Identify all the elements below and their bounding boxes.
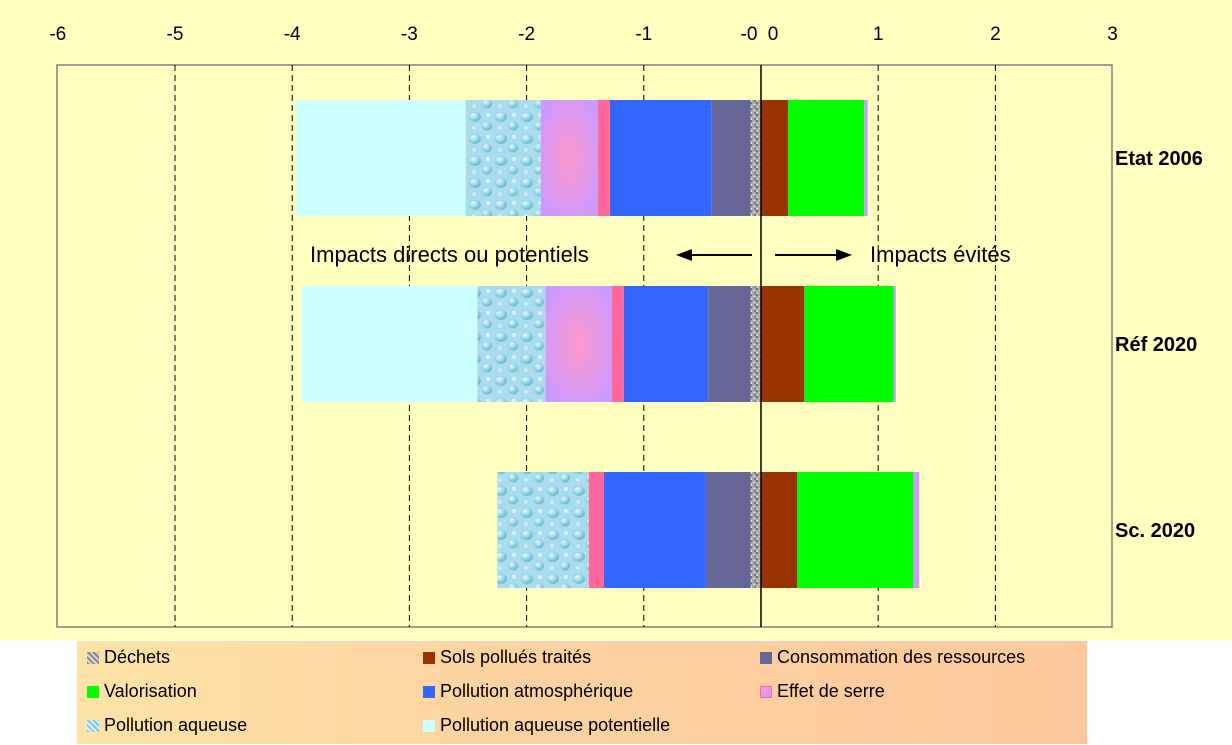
bar-segment-valorisation — [804, 286, 894, 402]
legend-swatch-aqueuse — [87, 719, 99, 732]
x-tick-label: 0 — [768, 24, 779, 45]
category-label: Etat 2006 — [1115, 148, 1203, 170]
bar-chart: -6 -5 -4 -3 -2 -1 -0 0 1 2 3 Etat 2006 Réf 2020 Sc. … — [0, 0, 1232, 640]
legend-swatch-dechets — [87, 651, 99, 664]
category-label: Sc. 2020 — [1115, 520, 1195, 542]
bar-segment-pollution-atmospherique — [623, 286, 709, 402]
arrow-left-head — [676, 249, 692, 261]
bar-segment-consommation-des-ressources — [711, 100, 751, 216]
x-tick-label: 2 — [990, 24, 1001, 45]
bar-segment-purple — [540, 100, 599, 216]
bar-segment-valorisation — [787, 100, 865, 216]
x-tick-label: -4 — [284, 24, 301, 45]
x-tick-label: -6 — [49, 24, 66, 45]
bar-segment-consommation-des-ressources — [705, 472, 751, 588]
legend-label-consommation: Consommation des ressources — [777, 647, 1026, 667]
legend-label-aqueuse-potentielle: Pollution aqueuse potentielle — [440, 715, 671, 735]
bar-segment-valorisation — [797, 472, 914, 588]
bar-segment-sols-pollues-traites — [761, 286, 805, 402]
legend-swatch-consommation — [760, 651, 772, 664]
bar-segment-cap — [864, 100, 868, 216]
bar-segment-pollution-aqueuse-potentielle — [295, 100, 466, 216]
bar-segment-consommation-des-ressources — [708, 286, 751, 402]
bar-segment-effet-de-serre — [595, 100, 610, 216]
annotation-group: Impacts directs ou potentiels Impacts év… — [310, 242, 1011, 267]
x-tick-label: -2 — [518, 24, 535, 45]
x-tick-label: -3 — [401, 24, 418, 45]
bar-segment-dechets — [750, 286, 761, 402]
legend-item-consommation: Consommation des ressources — [760, 647, 1025, 668]
x-tick-label: 1 — [873, 24, 884, 45]
bar-segment-cap — [913, 472, 920, 588]
legend-swatch-valorisation — [87, 685, 99, 698]
legend-label-serre: Effet de serre — [777, 681, 885, 701]
legend-label-atmospherique: Pollution atmosphérique — [440, 681, 634, 701]
x-tick-label: -1 — [635, 24, 652, 45]
legend-item-sols: Sols pollués traités — [423, 647, 591, 668]
legend-item-valorisation: Valorisation — [87, 681, 197, 702]
bar-segment-pollution-aqueuse-potentielle — [301, 286, 478, 402]
bar-segment-sols-pollues-traites — [761, 100, 788, 216]
annotation-left: Impacts directs ou potentiels — [310, 242, 589, 267]
legend-item-aqueuse: Pollution aqueuse — [87, 715, 247, 736]
x-tick-label: -5 — [167, 24, 184, 45]
bar-series — [295, 100, 920, 588]
bar-segment-cap — [893, 286, 896, 402]
bar-segment-dechets — [750, 472, 761, 588]
legend-swatch-sols — [423, 651, 435, 664]
legend-label-valorisation: Valorisation — [104, 681, 197, 701]
legend-item-dechets: Déchets — [87, 647, 170, 668]
x-tick-label: -0 — [741, 24, 758, 45]
x-axis-ticks: -6 -5 -4 -3 -2 -1 -0 0 1 2 3 — [49, 24, 1118, 45]
bar-segment-effet-de-serre — [588, 472, 604, 588]
bar-segment-dechets — [750, 100, 761, 216]
category-label: Réf 2020 — [1115, 334, 1197, 356]
legend: Déchets Sols pollués traités Consommatio… — [77, 641, 1087, 744]
bar-segment-effet-de-serre — [609, 286, 624, 402]
bar-segment-pollution-aqueuse — [477, 286, 546, 402]
legend-item-aqueuse-potentielle: Pollution aqueuse potentielle — [423, 715, 670, 736]
arrow-right-head — [836, 249, 852, 261]
bar-segment-pollution-aqueuse — [497, 472, 589, 588]
legend-label-aqueuse: Pollution aqueuse — [104, 715, 248, 735]
legend-item-atmospherique: Pollution atmosphérique — [423, 681, 633, 702]
legend-item-serre: Effet de serre — [760, 681, 885, 702]
bar-segment-purple — [545, 286, 613, 402]
bar-segment-pollution-atmospherique — [603, 472, 706, 588]
bar-segment-pollution-aqueuse — [465, 100, 541, 216]
category-labels: Etat 2006 Réf 2020 Sc. 2020 — [1115, 148, 1203, 542]
legend-swatch-serre — [760, 685, 772, 698]
bar-segment-pollution-atmospherique — [609, 100, 712, 216]
x-tick-label: 3 — [1107, 24, 1118, 45]
legend-swatch-atmospherique — [423, 685, 435, 698]
legend-swatch-aqueuse-potentielle — [423, 719, 435, 732]
legend-label-dechets: Déchets — [104, 647, 171, 667]
annotation-right: Impacts évités — [870, 242, 1011, 267]
legend-label-sols: Sols pollués traités — [440, 647, 592, 667]
bar-segment-sols-pollues-traites — [761, 472, 798, 588]
